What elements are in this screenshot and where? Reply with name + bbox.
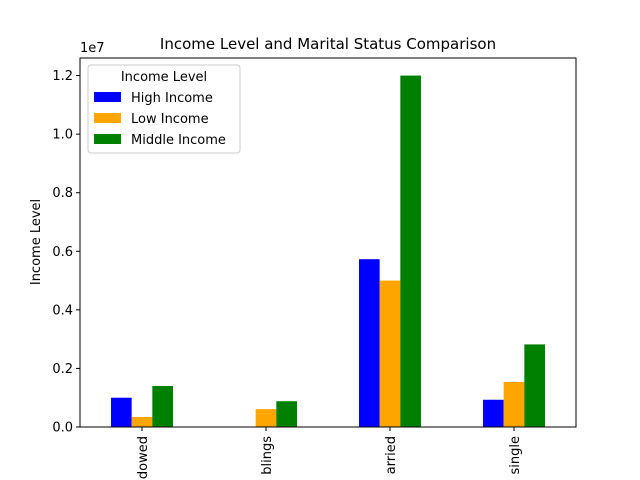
bar-high-income-single [483,399,504,427]
bars-group [111,75,545,428]
legend: Income Level High Income Low Income Middle … [87,64,241,154]
legend-box [87,64,241,154]
bar-middle-income-blings [276,401,297,427]
legend-swatch-low-income [94,113,121,123]
legend-label-middle-income: Middle Income [131,133,226,148]
bar-middle-income-single [524,344,545,427]
x-tick-label: single [508,436,523,475]
legend-swatch-middle-income [94,134,121,144]
x-tick-label: blings [260,436,275,475]
y-tick-label: 1.0 [52,128,73,143]
bar-low-income-single [503,381,525,427]
y-axis-label: Income Level [29,199,44,285]
legend-title: Income Level [121,70,207,85]
x-axis: idowed blings arried single [136,427,523,480]
legend-label-high-income: High Income [131,91,213,106]
bar-low-income-blings [255,409,277,427]
bar-high-income-arried [359,259,380,427]
x-tick-label: arried [384,436,399,474]
bar-high-income-idowed [111,397,132,427]
y-tick-label: 0.6 [52,245,73,260]
bar-middle-income-idowed [152,386,173,427]
x-tick-label: idowed [136,436,151,480]
chart-title: Income Level and Marital Status Comparis… [160,35,496,53]
y-tick-label: 0.8 [52,186,73,201]
legend-swatch-high-income [94,92,121,102]
bar-low-income-arried [379,280,401,427]
y-tick-label: 1.2 [52,69,73,84]
y-tick-label: 0.2 [52,362,73,377]
plot-frame [79,57,577,428]
y-axis: 0.0 0.2 0.4 0.6 0.8 1.0 1.2 [52,69,80,436]
bar-middle-income-arried [400,75,421,428]
y-axis-offset-label: 1e7 [80,41,105,56]
bar-low-income-idowed [131,417,153,427]
legend-label-low-income: Low Income [131,112,209,127]
y-tick-label: 0.0 [52,421,73,436]
y-tick-label: 0.4 [52,303,73,318]
